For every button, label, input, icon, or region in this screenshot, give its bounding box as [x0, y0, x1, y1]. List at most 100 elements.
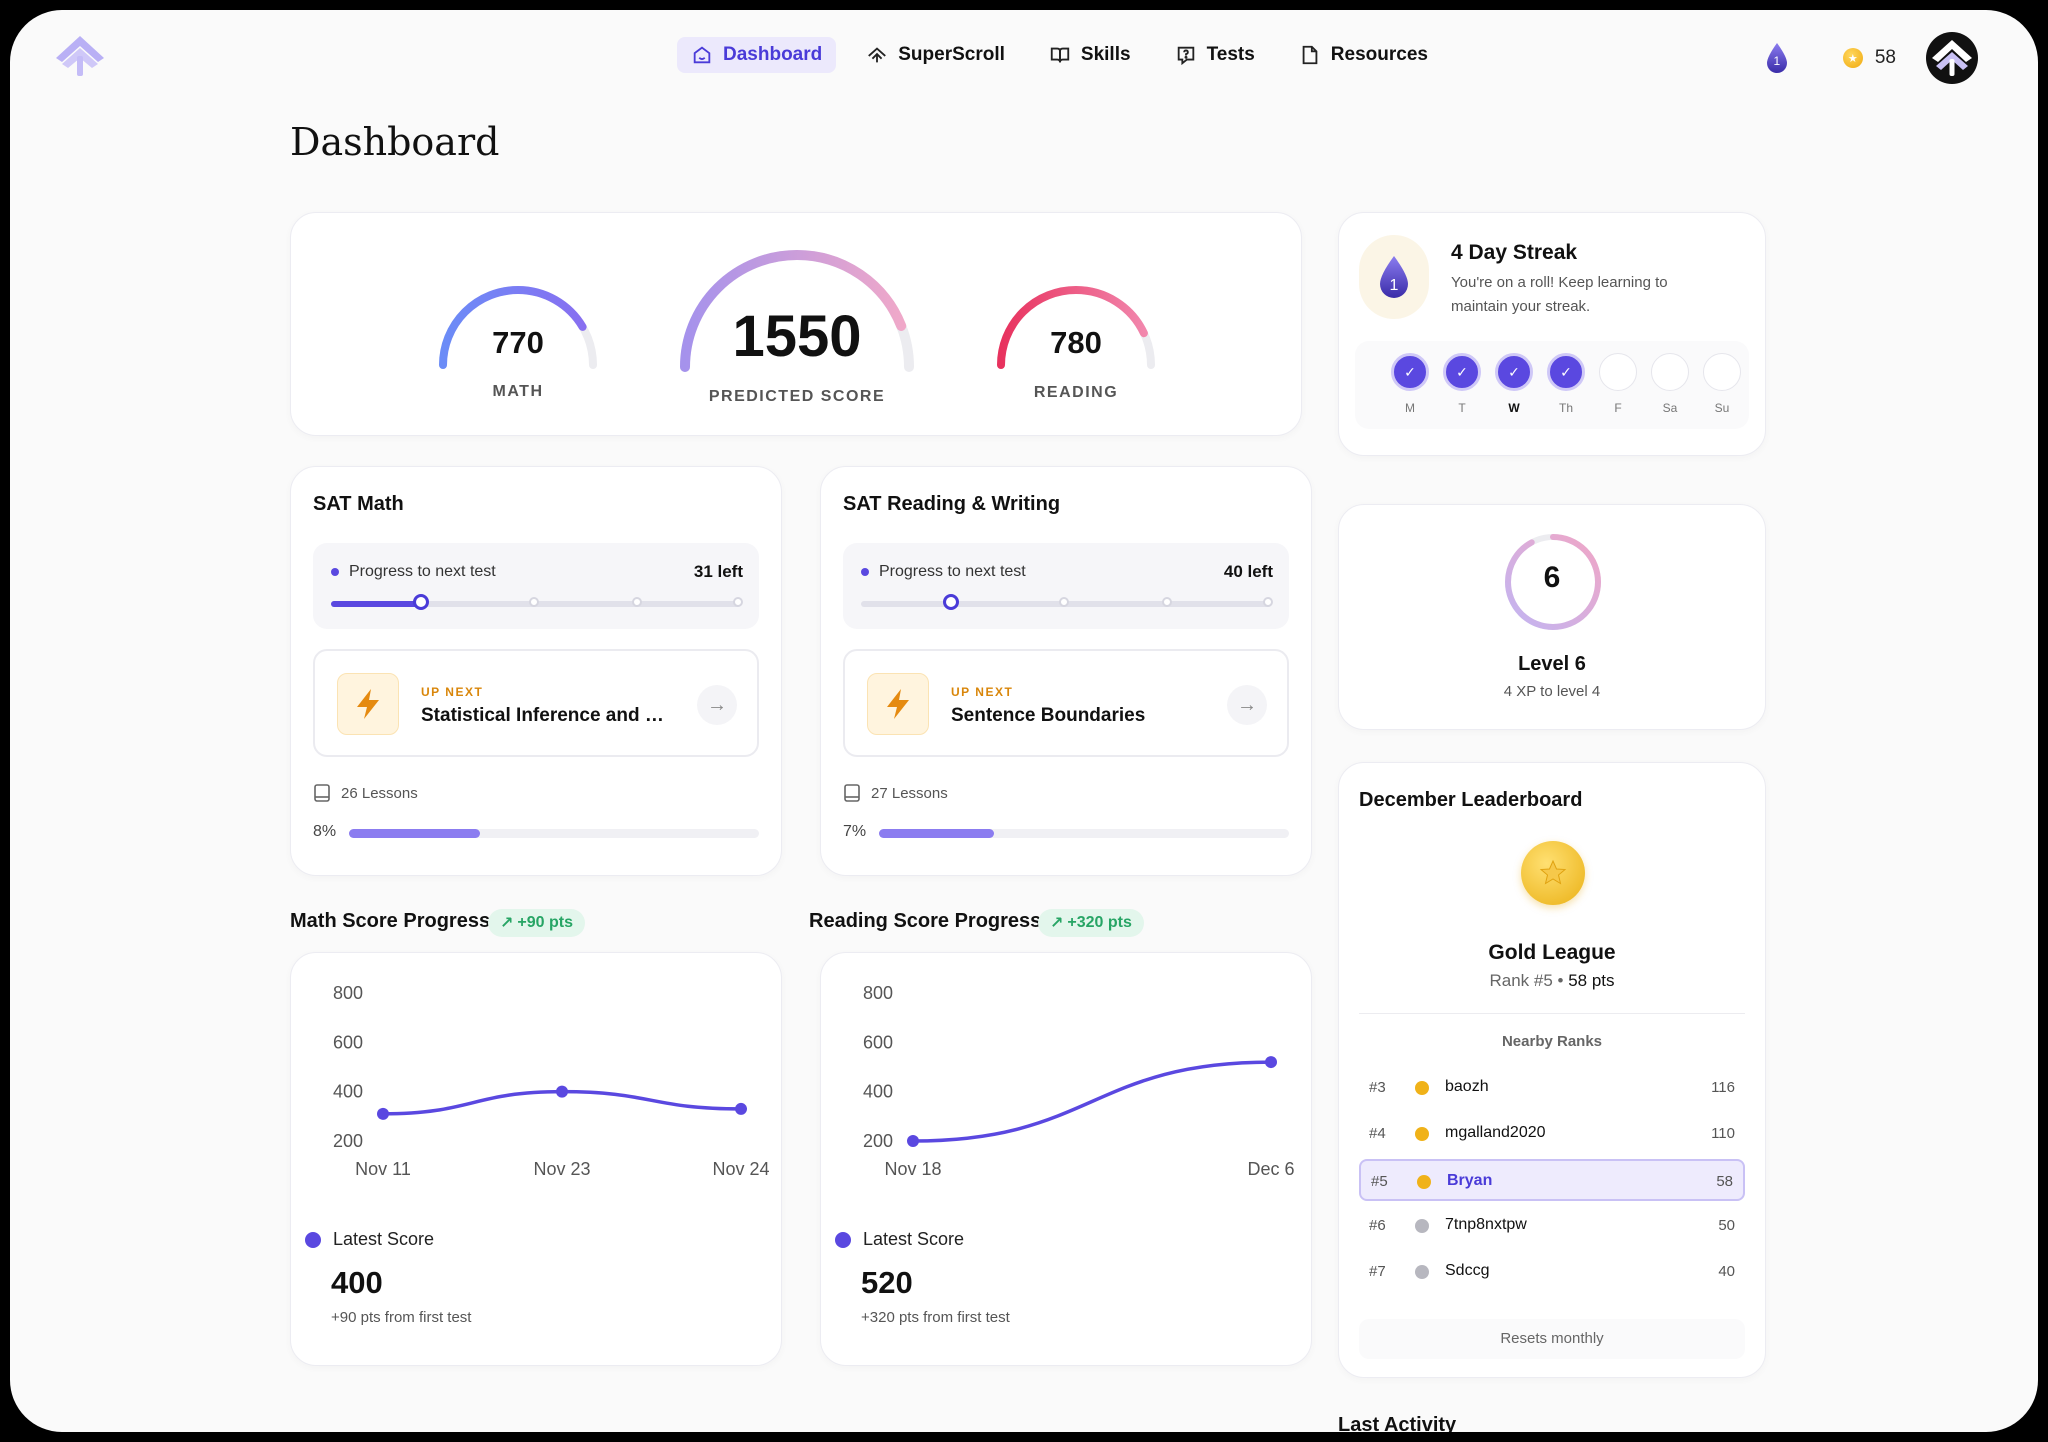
check-icon: ✓ — [1443, 353, 1481, 391]
weekday-label: Th — [1558, 401, 1573, 415]
nav-tests[interactable]: Tests — [1161, 37, 1269, 73]
user-points: 110 — [1711, 1125, 1735, 1142]
milestone-node — [632, 597, 642, 607]
nav-superscroll[interactable]: SuperScroll — [852, 37, 1019, 73]
streak-drop-icon: 1 — [1359, 235, 1429, 319]
file-icon — [1302, 45, 1318, 65]
weekday-1: ✓ T — [1443, 353, 1481, 415]
book-icon — [844, 784, 860, 802]
arrow-right-icon[interactable]: → — [697, 685, 737, 725]
nav-label: Resources — [1330, 44, 1428, 65]
completion-fill — [879, 829, 994, 838]
reset-note: Resets monthly — [1359, 1319, 1745, 1359]
leaderboard-row[interactable]: #5 Bryan 58 — [1359, 1159, 1745, 1201]
level-subtitle: 4 XP to level 4 — [1503, 683, 1601, 700]
next-test-progress: Progress to next test 31 left — [313, 543, 759, 629]
lessons-count: 27 Lessons — [871, 784, 948, 802]
streak-badge-number: 1 — [1390, 277, 1399, 294]
coin-balance[interactable]: ★ 58 — [1842, 47, 1896, 69]
divider — [1359, 1013, 1745, 1014]
completion-track — [349, 829, 759, 838]
math-progress-title: Math Score Progress — [290, 910, 491, 932]
leaderboard-card: December Leaderboard Gold League Rank #5… — [1338, 762, 1766, 1378]
math-label: MATH — [492, 383, 544, 400]
y-tick-label: 800 — [863, 983, 893, 1003]
up-next-tag: UP NEXT — [951, 685, 1014, 699]
data-point[interactable] — [735, 1102, 747, 1115]
app-logo[interactable] — [52, 32, 108, 85]
latest-score: 520 — [861, 1265, 913, 1300]
milestone-node — [733, 597, 743, 607]
rank-position: #4 — [1369, 1125, 1386, 1142]
score-card: 770 MATH 1550 PREDICTED SCORE 780 READIN… — [290, 212, 1302, 436]
silver-tier-icon — [1415, 1219, 1429, 1233]
silver-tier-icon — [1415, 1265, 1429, 1279]
math-gauge — [439, 286, 597, 369]
y-tick-label: 800 — [333, 983, 363, 1003]
weekday-label: F — [1614, 401, 1622, 415]
leaderboard-row[interactable]: #4 mgalland2020 110 — [1359, 1113, 1745, 1155]
last-activity-title: Last Activity — [1338, 1414, 1457, 1432]
avatar[interactable] — [1926, 32, 1978, 84]
superscroll-icon — [868, 47, 887, 63]
predicted-score: 1550 — [732, 304, 862, 369]
course-title: SAT Reading & Writing — [843, 493, 1061, 515]
data-point[interactable] — [556, 1085, 568, 1098]
level-title: Level 6 — [1518, 653, 1586, 675]
user-points: 40 — [1718, 1263, 1735, 1280]
leaderboard-row[interactable]: #6 7tnp8nxtpw 50 — [1359, 1205, 1745, 1247]
rank-position: #7 — [1369, 1263, 1386, 1280]
up-next-title: Sentence Boundaries — [951, 705, 1146, 726]
up-next-card[interactable]: UP NEXT Statistical Inference and Margin… — [313, 649, 759, 757]
data-point[interactable] — [377, 1107, 389, 1120]
progress-marker — [413, 594, 430, 610]
rank-separator: • — [1557, 971, 1564, 990]
arrow-right-icon[interactable]: → — [1227, 685, 1267, 725]
empty-day-circle — [1651, 353, 1689, 391]
streak-drop-count: 1 — [1773, 54, 1781, 68]
weekday-label: M — [1405, 401, 1415, 415]
home-icon — [693, 46, 711, 64]
nav-label: Tests — [1206, 44, 1255, 65]
progress-track — [861, 594, 1273, 610]
latest-score: 400 — [331, 1265, 383, 1300]
trend-up-icon: ↗ — [1050, 915, 1064, 932]
milestone-node — [1059, 597, 1069, 607]
completion-percent: 7% — [843, 823, 867, 840]
nav-dashboard[interactable]: Dashboard — [677, 37, 837, 73]
rank-text: Rank #5 — [1489, 971, 1553, 990]
user-name: 7tnp8nxtpw — [1445, 1216, 1527, 1233]
course-card-reading: SAT Reading & Writing Progress to next t… — [820, 466, 1312, 876]
legend-dot — [835, 1231, 851, 1248]
league-rank: Rank #5 • 58 pts — [1339, 971, 1765, 991]
weekday-tracker: ✓ M ✓ T ✓ W ✓ Th F Sa Su — [1355, 341, 1749, 429]
leaderboard-row[interactable]: #3 baozh 116 — [1359, 1067, 1745, 1109]
league-name: Gold League — [1488, 941, 1616, 964]
leaderboard-row[interactable]: #7 Sdccg 40 — [1359, 1251, 1745, 1293]
data-point[interactable] — [907, 1135, 919, 1147]
empty-day-circle — [1599, 353, 1637, 391]
streak-drop-icon[interactable]: 1 — [1763, 41, 1791, 75]
legend-label: Latest Score — [333, 1229, 435, 1249]
nav-resources[interactable]: Resources — [1285, 37, 1442, 73]
math-score: 770 — [492, 325, 544, 360]
math-gain-badge: ↗ +90 pts — [488, 909, 585, 937]
leaderboard-title: December Leaderboard — [1359, 789, 1583, 811]
level-ring — [1505, 534, 1601, 630]
rank-points: 58 pts — [1568, 971, 1615, 990]
rank-position: #5 — [1371, 1173, 1388, 1190]
user-points: 116 — [1711, 1079, 1735, 1096]
up-next-tag: UP NEXT — [421, 685, 484, 699]
gold-tier-icon — [1417, 1175, 1431, 1189]
coin-icon: ★ — [1842, 48, 1863, 68]
nav-skills[interactable]: Skills — [1035, 37, 1145, 73]
book-icon — [314, 784, 330, 802]
course-title: SAT Math — [313, 493, 404, 515]
user-name: mgalland2020 — [1445, 1124, 1546, 1141]
up-next-card[interactable]: UP NEXT Sentence Boundaries → — [843, 649, 1289, 757]
weekday-label: Sa — [1662, 401, 1678, 415]
streak-card: 1 4 Day Streak You're on a roll! Keep le… — [1338, 212, 1766, 456]
weekday-6: Su — [1703, 353, 1741, 415]
weekday-label: Su — [1714, 401, 1730, 415]
data-point[interactable] — [1265, 1056, 1277, 1069]
